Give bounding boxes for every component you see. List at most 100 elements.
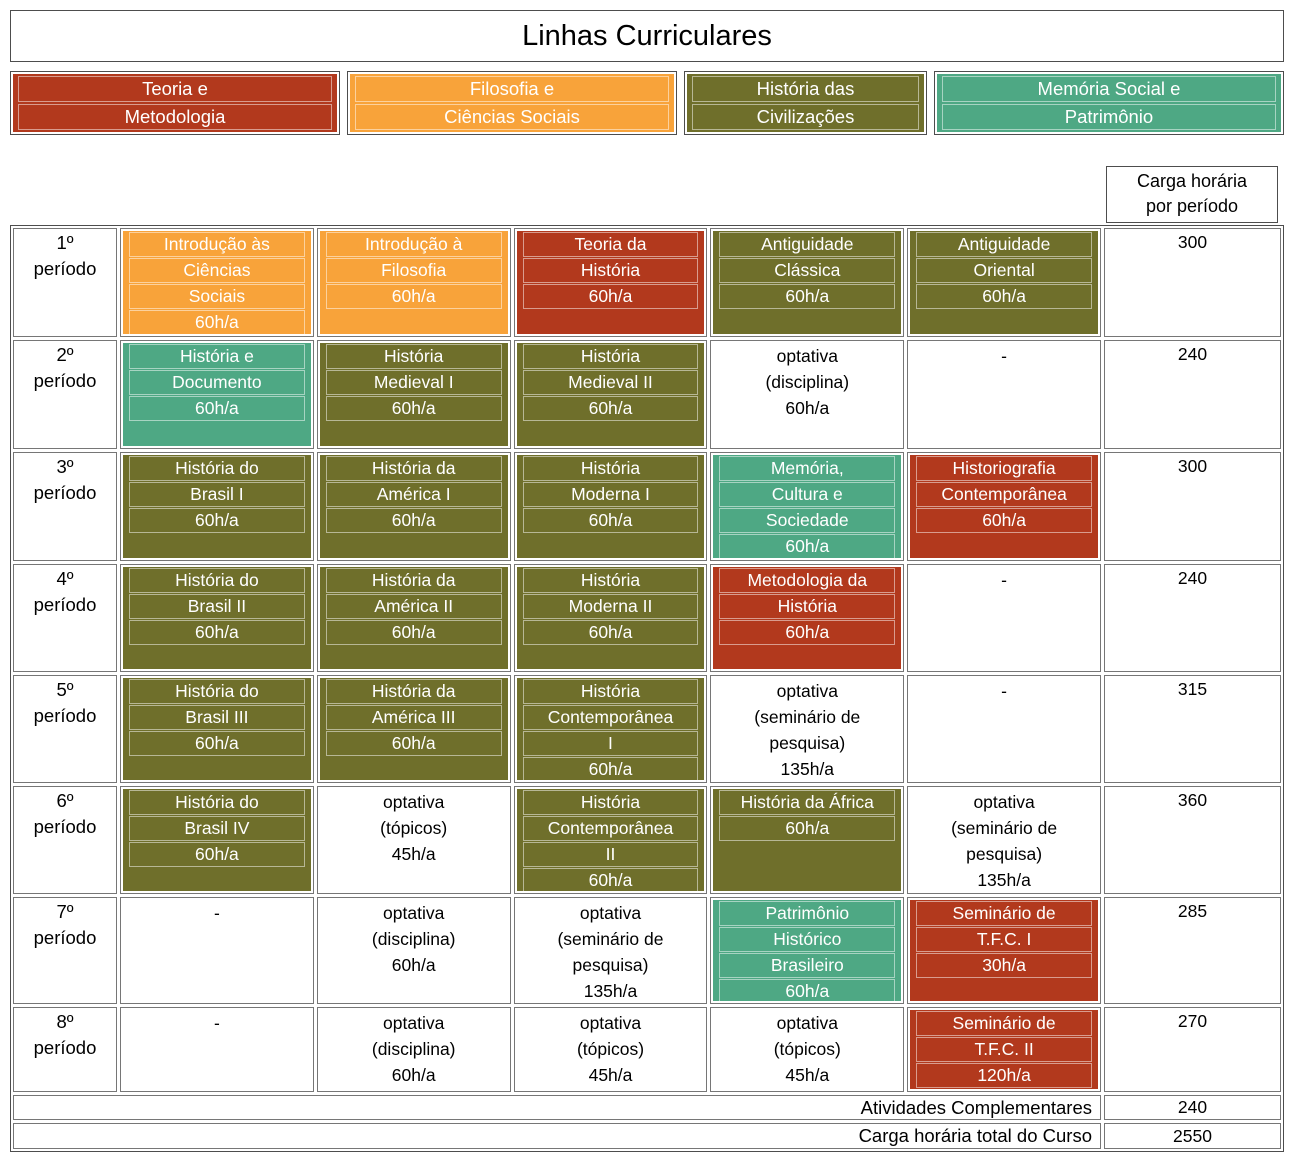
course-cell: História do Brasil IV 60h/a <box>120 786 314 894</box>
course-line: História da <box>325 679 502 704</box>
course-line: Moderna I <box>522 482 699 507</box>
course-line: Oriental <box>916 258 1092 283</box>
legend-label: Ciências Sociais <box>355 104 669 130</box>
course-cell: - <box>120 1007 314 1092</box>
course-line: pesquisa) <box>769 733 846 753</box>
course-block: História Moderna I 60h/a <box>516 455 705 558</box>
course-line: II <box>522 842 699 867</box>
course-cell: História do Brasil II 60h/a <box>120 564 314 672</box>
course-line: optativa <box>383 903 445 923</box>
legend-row: Teoria e Metodologia Filosofia e Ciência… <box>10 71 1284 135</box>
course-line: Seminário de <box>916 901 1092 926</box>
course-line: optativa <box>383 792 445 812</box>
legend-historia-civilizacoes: História das Civilizações <box>684 71 927 135</box>
course-cell: História do Brasil III 60h/a <box>120 675 314 783</box>
course-line: História <box>522 568 699 593</box>
course-cell: optativa (disciplina) 60h/a <box>316 1007 511 1092</box>
course-line: Brasil I <box>129 482 305 507</box>
course-cell: - <box>120 897 314 1004</box>
course-cell: Patrimônio Histórico Brasileiro 60h/a <box>710 897 905 1004</box>
course-line: 60h/a <box>916 508 1092 533</box>
course-line: Antiguidade <box>916 232 1092 257</box>
course-line: América I <box>325 482 502 507</box>
course-line: Brasil III <box>129 705 305 730</box>
carga-header-line: por período <box>1145 196 1239 216</box>
course-block: História Medieval I 60h/a <box>319 343 508 446</box>
course-line: 60h/a <box>129 842 305 867</box>
course-block: Antiguidade Oriental 60h/a <box>910 231 1098 334</box>
curriculum-grid: 1º período Introdução às Ciências Sociais 60h… <box>10 225 1284 1152</box>
course-line: (tópicos) <box>773 1039 841 1059</box>
course-block: Introdução à Filosofia 60h/a <box>319 231 508 334</box>
course-line: T.F.C. II <box>916 1037 1092 1062</box>
footer-value: 240 <box>1104 1095 1281 1120</box>
course-block: História Moderna II 60h/a <box>516 567 705 669</box>
carga-value: 360 <box>1104 786 1281 894</box>
course-block: Patrimônio Histórico Brasileiro 60h/a <box>713 900 902 1001</box>
course-line: Ciências <box>129 258 305 283</box>
course-cell: optativa (tópicos) 45h/a <box>316 786 511 894</box>
course-line: Brasil II <box>129 594 305 619</box>
period-label: 8º período <box>13 1007 117 1092</box>
legend-fill: Filosofia e Ciências Sociais <box>350 74 674 132</box>
course-block: optativa (seminário de pesquisa) 135h/a <box>713 678 902 780</box>
course-line: Medieval II <box>522 370 699 395</box>
course-line: pesquisa) <box>572 955 649 975</box>
course-line: 60h/a <box>719 816 896 841</box>
carga-value: 285 <box>1104 897 1281 1004</box>
carga-value: 240 <box>1104 340 1281 449</box>
course-block: Seminário de T.F.C. I 30h/a <box>910 900 1098 1001</box>
course-block: optativa (disciplina) 60h/a <box>319 900 508 1001</box>
course-cell: História Moderna II 60h/a <box>513 564 708 672</box>
legend-label: Civilizações <box>692 104 919 130</box>
carga-value: 300 <box>1104 228 1281 337</box>
course-line: 135h/a <box>977 870 1031 890</box>
course-block: optativa (disciplina) 60h/a <box>713 343 902 446</box>
course-line: 60h/a <box>522 508 699 533</box>
course-cell: Antiguidade Oriental 60h/a <box>907 228 1101 337</box>
course-line: 60h/a <box>129 620 305 645</box>
carga-value: 270 <box>1104 1007 1281 1092</box>
course-cell: Seminário de T.F.C. II 120h/a <box>907 1007 1101 1092</box>
course-line: História <box>522 456 699 481</box>
course-line: optativa <box>579 903 642 923</box>
legend-filosofia-ciencias-sociais: Filosofia e Ciências Sociais <box>347 71 677 135</box>
legend-label: Metodologia <box>18 104 332 130</box>
carga-header-line: Carga horária <box>1136 171 1248 191</box>
course-cell: Introdução à Filosofia 60h/a <box>316 228 511 337</box>
course-line: Brasileiro <box>719 953 896 978</box>
course-line: - <box>213 1013 220 1033</box>
course-line: 60h/a <box>325 731 502 756</box>
course-line: 60h/a <box>522 620 699 645</box>
course-block: optativa (disciplina) 60h/a <box>319 1010 508 1089</box>
course-cell: História da América III 60h/a <box>316 675 511 783</box>
course-line: 60h/a <box>391 1065 436 1085</box>
course-line: (seminário de <box>754 707 861 727</box>
course-line: 45h/a <box>588 1065 633 1085</box>
legend-label: Filosofia e <box>355 76 669 102</box>
course-line: 60h/a <box>522 868 699 891</box>
course-line: 45h/a <box>785 1065 830 1085</box>
course-line: 60h/a <box>522 284 699 309</box>
page-title: Linhas Curriculares <box>10 10 1284 62</box>
course-line: - <box>1001 346 1007 366</box>
course-line: História do <box>129 790 305 815</box>
course-line: 30h/a <box>916 953 1092 978</box>
carga-value: 315 <box>1104 675 1281 783</box>
course-cell: História Moderna I 60h/a <box>513 452 708 561</box>
course-line: 60h/a <box>325 508 502 533</box>
course-block: História da América III 60h/a <box>319 678 508 780</box>
course-line: 60h/a <box>522 757 699 780</box>
course-cell: História da África 60h/a <box>710 786 905 894</box>
course-block: Historiografia Contemporânea 60h/a <box>910 455 1098 558</box>
course-block: - <box>910 678 1098 780</box>
course-cell: optativa (seminário de pesquisa) 135h/a <box>907 786 1101 894</box>
course-cell: História da América I 60h/a <box>316 452 511 561</box>
course-cell: optativa (disciplina) 60h/a <box>316 897 511 1004</box>
course-line: Clássica <box>719 258 896 283</box>
course-cell: optativa (seminário de pesquisa) 135h/a <box>710 675 905 783</box>
course-block: Memória, Cultura e Sociedade 60h/a <box>713 455 902 558</box>
course-block: História da África 60h/a <box>713 789 902 891</box>
course-line: 60h/a <box>719 534 896 558</box>
course-cell: História da América II 60h/a <box>316 564 511 672</box>
